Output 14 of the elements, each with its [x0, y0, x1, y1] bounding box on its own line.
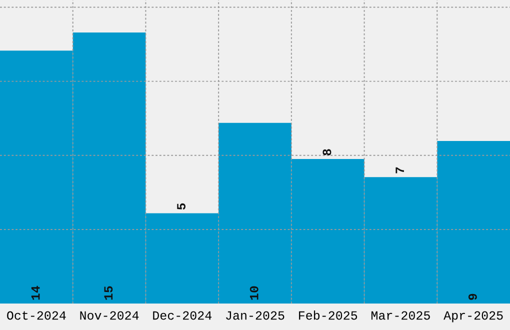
- x-tick-label: Mar-2025: [371, 311, 430, 320]
- x-tick-label: Dec-2024: [153, 311, 212, 320]
- data-label: 9: [468, 294, 477, 300]
- x-tick-label: Jan-2025: [226, 311, 284, 320]
- data-label: 15: [104, 286, 113, 300]
- data-label: 7: [396, 167, 404, 174]
- data-label: 5: [177, 203, 186, 210]
- data-label: 14: [31, 286, 40, 300]
- x-tick-label: Nov-2024: [80, 311, 139, 320]
- x-tick-label: Oct-2024: [7, 311, 66, 320]
- data-label: 8: [322, 149, 332, 156]
- data-label: 10: [250, 286, 258, 300]
- x-tick-label: Feb-2025: [299, 310, 358, 320]
- x-tick-label: Apr-2025: [444, 311, 503, 322]
